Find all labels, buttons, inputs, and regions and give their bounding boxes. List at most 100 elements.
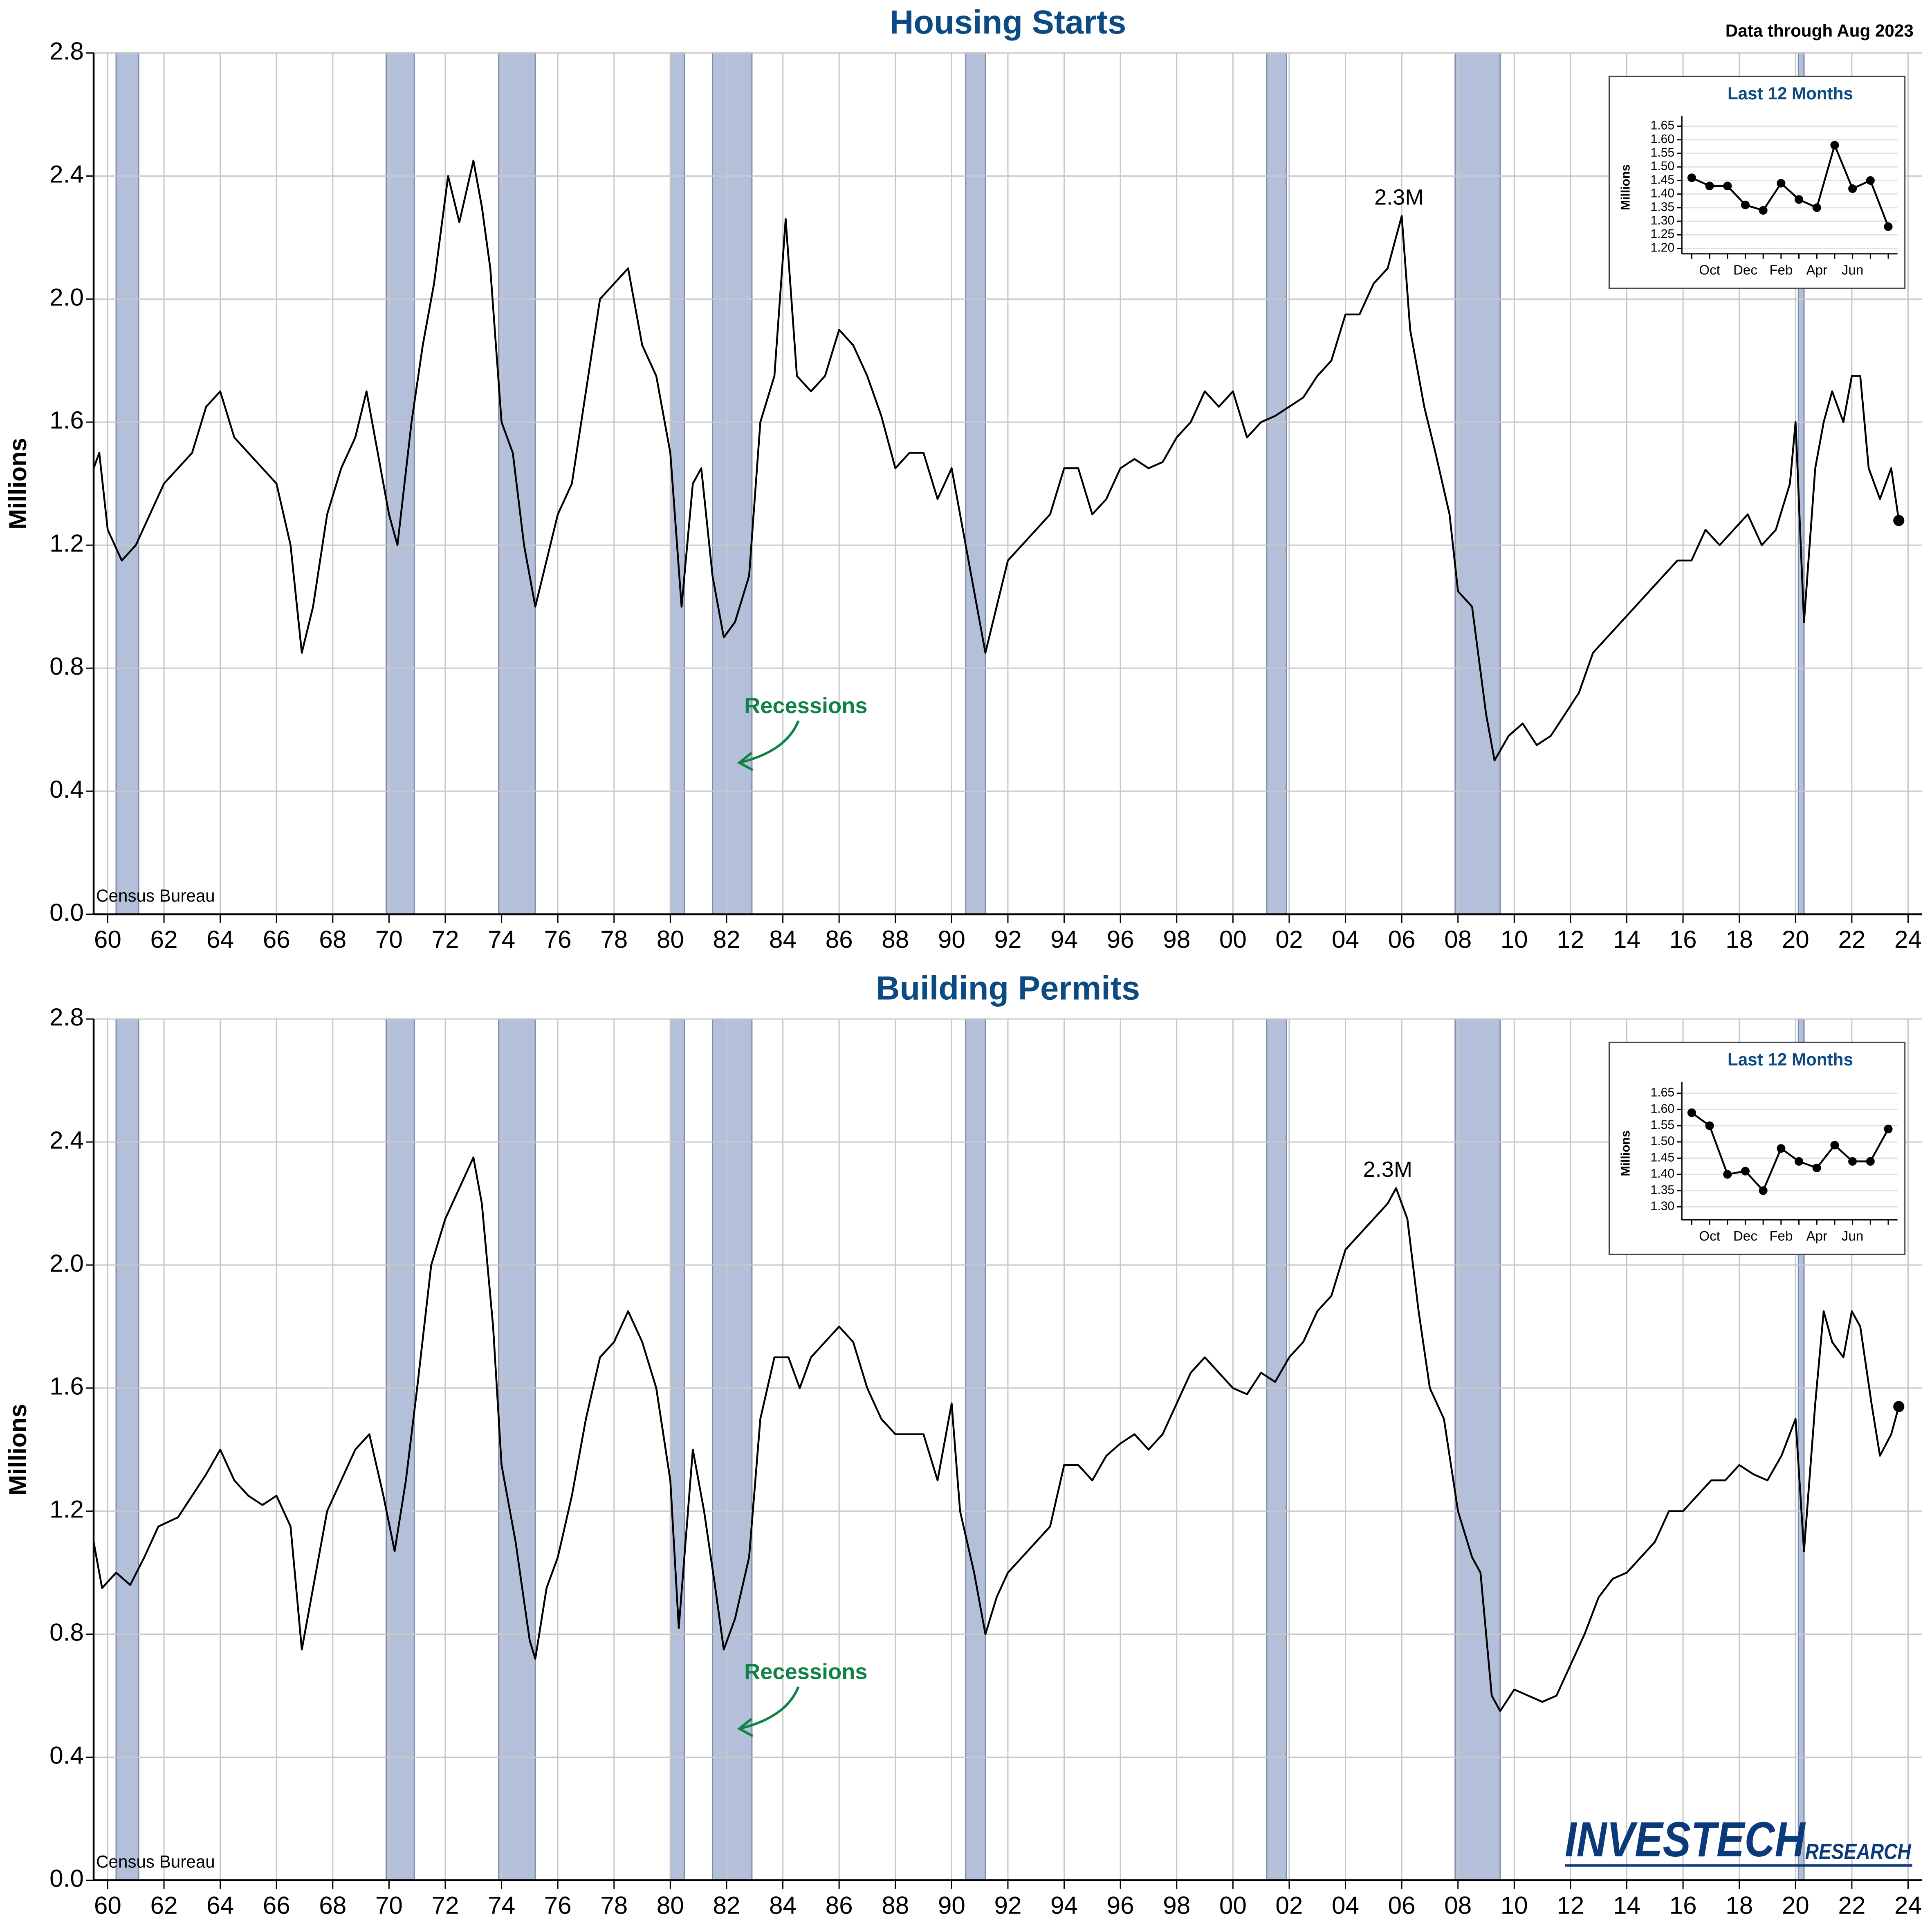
recession-band bbox=[965, 52, 986, 915]
recession-band bbox=[669, 1018, 685, 1881]
y-tick-label: 2.4 bbox=[49, 160, 84, 188]
x-tick-label: 08 bbox=[1444, 925, 1472, 953]
y-tick-label: 0.0 bbox=[49, 898, 84, 926]
y-tick-label: 1.6 bbox=[49, 1372, 84, 1400]
recession-band bbox=[965, 1018, 986, 1881]
inset-title: Last 12 Months bbox=[1728, 1050, 1853, 1069]
x-tick-label: 76 bbox=[544, 925, 572, 953]
x-tick-label: 60 bbox=[94, 1892, 121, 1919]
y-tick-label: 1.2 bbox=[49, 529, 84, 557]
inset-y-tick-label: 1.30 bbox=[1651, 214, 1675, 227]
logo-name: INVESTECH bbox=[1565, 1812, 1806, 1867]
inset-box bbox=[1608, 1041, 1906, 1255]
callout-arrowhead bbox=[737, 1718, 754, 1737]
x-tick-label: 66 bbox=[263, 1892, 290, 1919]
inset-y-tick-label: 1.30 bbox=[1651, 1199, 1675, 1213]
inset-y-tick-label: 1.60 bbox=[1651, 1102, 1675, 1115]
inset-point bbox=[1741, 1167, 1750, 1176]
x-tick-label: 86 bbox=[826, 925, 853, 953]
inset-point bbox=[1795, 195, 1804, 204]
x-tick-label: 12 bbox=[1557, 1892, 1584, 1919]
inset-title: Last 12 Months bbox=[1728, 84, 1853, 103]
x-tick-label: 18 bbox=[1726, 925, 1753, 953]
x-tick-label: 24 bbox=[1894, 925, 1922, 953]
x-tick-label: 92 bbox=[994, 1892, 1021, 1919]
y-tick-label: 0.4 bbox=[49, 1741, 84, 1769]
callout-arrowhead bbox=[737, 752, 754, 772]
x-tick-label: 22 bbox=[1838, 1892, 1865, 1919]
recession-band bbox=[115, 52, 139, 915]
peak-label: 2.3M bbox=[1374, 185, 1424, 209]
y-tick-label: 2.4 bbox=[49, 1126, 84, 1154]
x-tick-label: 02 bbox=[1275, 925, 1303, 953]
x-tick-label: 98 bbox=[1163, 1892, 1190, 1919]
x-tick-label: 10 bbox=[1501, 1892, 1528, 1919]
chart-title: Housing Starts bbox=[890, 4, 1126, 41]
x-tick-label: 06 bbox=[1388, 925, 1416, 953]
inset-point bbox=[1830, 1141, 1839, 1150]
x-tick-label: 00 bbox=[1219, 1892, 1247, 1919]
x-tick-label: 70 bbox=[375, 925, 403, 953]
inset-y-tick-label: 1.45 bbox=[1651, 1151, 1675, 1164]
source: Census Bureau bbox=[96, 1852, 215, 1871]
x-tick-label: 62 bbox=[150, 1892, 177, 1919]
last-point bbox=[1893, 515, 1905, 526]
x-tick-label: 78 bbox=[600, 925, 628, 953]
panel: 0.0 0.4 0.8 1.2 1.6 2.0 2.4 2.8 60 62 64 66 68 70 72 74… bbox=[4, 969, 1922, 1919]
x-tick-label: 04 bbox=[1332, 1892, 1359, 1919]
x-tick-label: 22 bbox=[1838, 925, 1865, 953]
inset-point bbox=[1884, 1124, 1893, 1133]
inset-point bbox=[1777, 1144, 1786, 1153]
callout: Recessions bbox=[744, 693, 867, 718]
panel: 0.0 0.4 0.8 1.2 1.6 2.0 2.4 2.8 60 62 64 66 68 70 72 74… bbox=[4, 4, 1922, 953]
data-note: Data through Aug 2023 bbox=[1726, 21, 1914, 40]
inset-y-tick-label: 1.40 bbox=[1651, 187, 1675, 200]
x-tick-label: 16 bbox=[1669, 925, 1697, 953]
x-tick-label: 76 bbox=[544, 1892, 572, 1919]
y-tick-label: 1.2 bbox=[49, 1495, 84, 1523]
recession-band bbox=[1454, 1018, 1501, 1881]
inset-y-tick-label: 1.35 bbox=[1651, 200, 1675, 214]
inset-point bbox=[1705, 1121, 1714, 1130]
x-tick-label: 20 bbox=[1782, 1892, 1809, 1919]
x-tick-label: 82 bbox=[713, 1892, 740, 1919]
inset-box bbox=[1608, 76, 1906, 289]
x-tick-label: 88 bbox=[882, 925, 909, 953]
y-tick-label: 2.8 bbox=[49, 1003, 84, 1031]
x-tick-label: 98 bbox=[1163, 925, 1190, 953]
inset-x-tick-label: Apr bbox=[1806, 263, 1827, 278]
x-tick-label: 96 bbox=[1107, 925, 1134, 953]
x-tick-label: 72 bbox=[431, 925, 459, 953]
peak-label: 2.3M bbox=[1363, 1157, 1412, 1182]
last-point bbox=[1893, 1401, 1905, 1412]
x-tick-label: 94 bbox=[1050, 1892, 1078, 1919]
x-tick-label: 66 bbox=[263, 925, 290, 953]
x-tick-label: 20 bbox=[1782, 925, 1809, 953]
x-tick-label: 64 bbox=[206, 925, 234, 953]
inset-point bbox=[1866, 1157, 1875, 1166]
x-tick-label: 68 bbox=[319, 1892, 346, 1919]
inset-y-tick-label: 1.50 bbox=[1651, 1135, 1675, 1148]
inset-point bbox=[1705, 182, 1714, 191]
inset-x-tick-label: Dec bbox=[1733, 1229, 1757, 1244]
x-tick-label: 94 bbox=[1050, 925, 1078, 953]
x-tick-label: 74 bbox=[488, 925, 515, 953]
x-tick-label: 90 bbox=[938, 1892, 965, 1919]
x-tick-label: 00 bbox=[1219, 925, 1247, 953]
inset-y-tick-label: 1.65 bbox=[1651, 119, 1675, 132]
inset-x-tick-label: Apr bbox=[1806, 1229, 1827, 1244]
x-tick-label: 92 bbox=[994, 925, 1021, 953]
x-tick-label: 72 bbox=[431, 1892, 459, 1919]
inset-point bbox=[1812, 203, 1821, 212]
inset-y-tick-label: 1.65 bbox=[1651, 1086, 1675, 1100]
recession-band bbox=[1454, 52, 1501, 915]
inset-y-tick-label: 1.25 bbox=[1651, 227, 1675, 241]
y-tick-label: 2.8 bbox=[49, 37, 84, 65]
chart-title: Building Permits bbox=[876, 969, 1140, 1007]
x-tick-label: 06 bbox=[1388, 1892, 1416, 1919]
inset-y-tick-label: 1.55 bbox=[1651, 1118, 1675, 1132]
callout: Recessions bbox=[744, 1660, 867, 1684]
y-tick-label: 2.0 bbox=[49, 283, 84, 311]
